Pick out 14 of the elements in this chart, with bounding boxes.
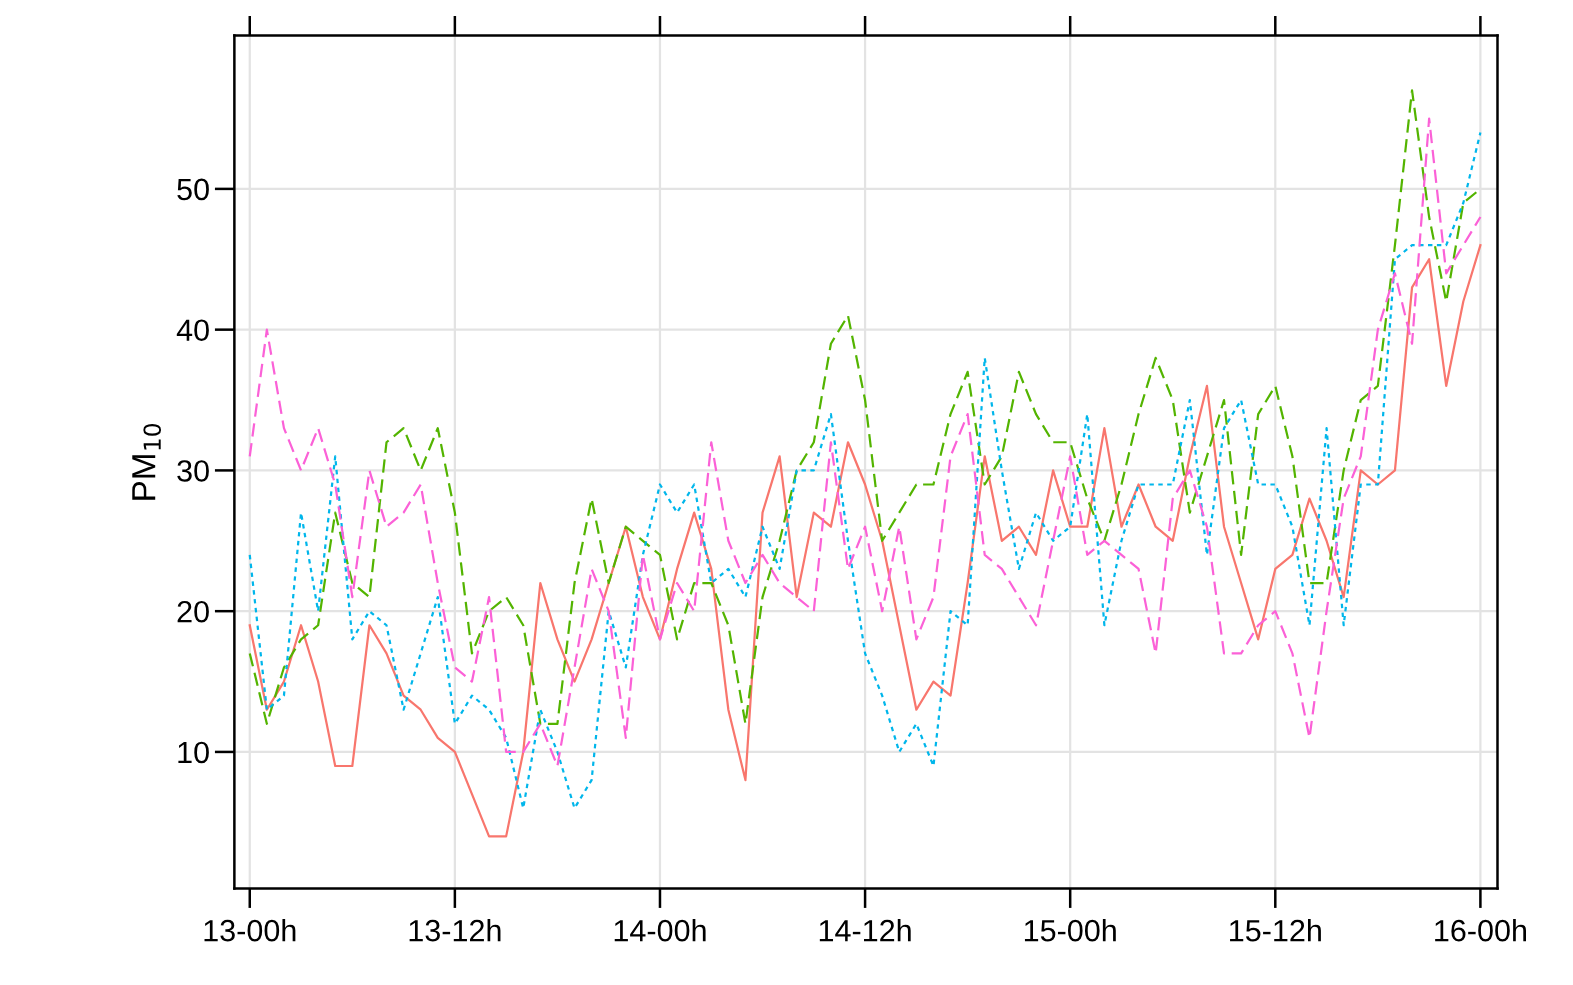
line-series <box>248 244 1482 838</box>
x-tick-label: 13-12h <box>409 919 501 942</box>
x-tick-label: 14-12h <box>819 919 911 942</box>
y-tick-label: 30 <box>177 460 209 482</box>
y-tick-label: 20 <box>177 600 209 623</box>
x-tick-label: 16-00h <box>1435 919 1526 942</box>
y-tick-label: 10 <box>178 741 209 764</box>
y-tick-label: 50 <box>177 178 209 201</box>
x-tick-label: 14-00h <box>614 919 706 942</box>
x-tick-label: 15-12h <box>1230 919 1321 942</box>
x-tick-label: 13-00h <box>204 919 296 942</box>
y-axis-title: PM$_{10}$ <box>132 424 162 500</box>
x-tick-label: 15-00h <box>1024 919 1116 942</box>
y-tick-label: 40 <box>176 319 209 342</box>
